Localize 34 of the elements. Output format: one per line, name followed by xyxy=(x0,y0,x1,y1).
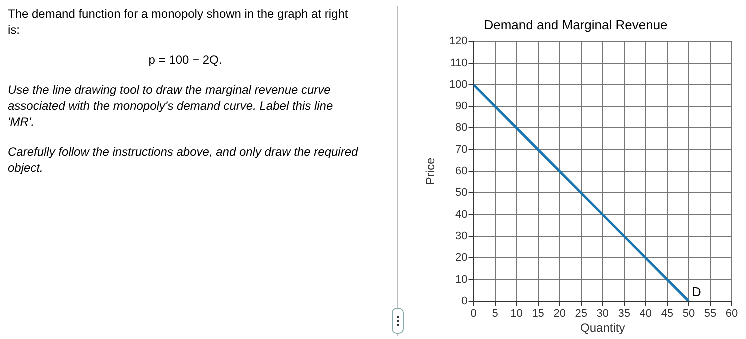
x-tick-label: 0 xyxy=(470,308,477,320)
x-tick-label: 40 xyxy=(640,308,652,320)
y-tick-label: 10 xyxy=(456,274,468,286)
y-tick-label: 60 xyxy=(456,166,468,178)
y-tick-label: 100 xyxy=(449,78,468,91)
x-tick-label: 20 xyxy=(554,308,566,320)
text: Use the line drawing tool to draw the marginal revenue curve associated with the monopoly's demand curve. Label this line 'MR'. xyxy=(8,82,334,130)
y-tick-label: 70 xyxy=(456,144,468,156)
text: Carefully follow the instructions above, and only draw the required object. xyxy=(8,144,360,176)
x-tick-label: 45 xyxy=(661,308,674,320)
text: The demand function for a monopoly shown in the graph at right is: xyxy=(8,6,350,38)
y-axis-title: Price xyxy=(424,158,438,186)
x-tick-label: 5 xyxy=(492,308,498,320)
x-axis-title: Quantity xyxy=(580,321,626,336)
x-tick-label: 35 xyxy=(618,308,631,320)
y-tick-label: 90 xyxy=(456,100,468,113)
y-tick-label: 40 xyxy=(456,208,468,221)
y-tick-label: 0 xyxy=(462,295,468,308)
series-label: D xyxy=(692,284,702,300)
y-tick-label: 30 xyxy=(456,230,468,242)
y-tick-label: 110 xyxy=(450,57,468,70)
y-tick-label: 80 xyxy=(456,122,468,134)
x-tick-label: 10 xyxy=(510,308,523,320)
chart-title: Demand and Marginal Revenue xyxy=(484,17,668,32)
x-tick-label: 50 xyxy=(682,308,696,320)
x-tick-label: 30 xyxy=(596,308,609,320)
x-tick-label: 55 xyxy=(704,308,717,320)
x-tick-label: 25 xyxy=(575,308,588,320)
y-tick-label: 20 xyxy=(456,252,468,264)
text: p = 100 − 2Q. xyxy=(148,52,224,68)
y-tick-label: 50 xyxy=(456,187,468,200)
y-tick-label: 120 xyxy=(449,36,468,48)
x-tick-label: 15 xyxy=(532,308,544,320)
x-tick-label: 60 xyxy=(726,308,738,320)
